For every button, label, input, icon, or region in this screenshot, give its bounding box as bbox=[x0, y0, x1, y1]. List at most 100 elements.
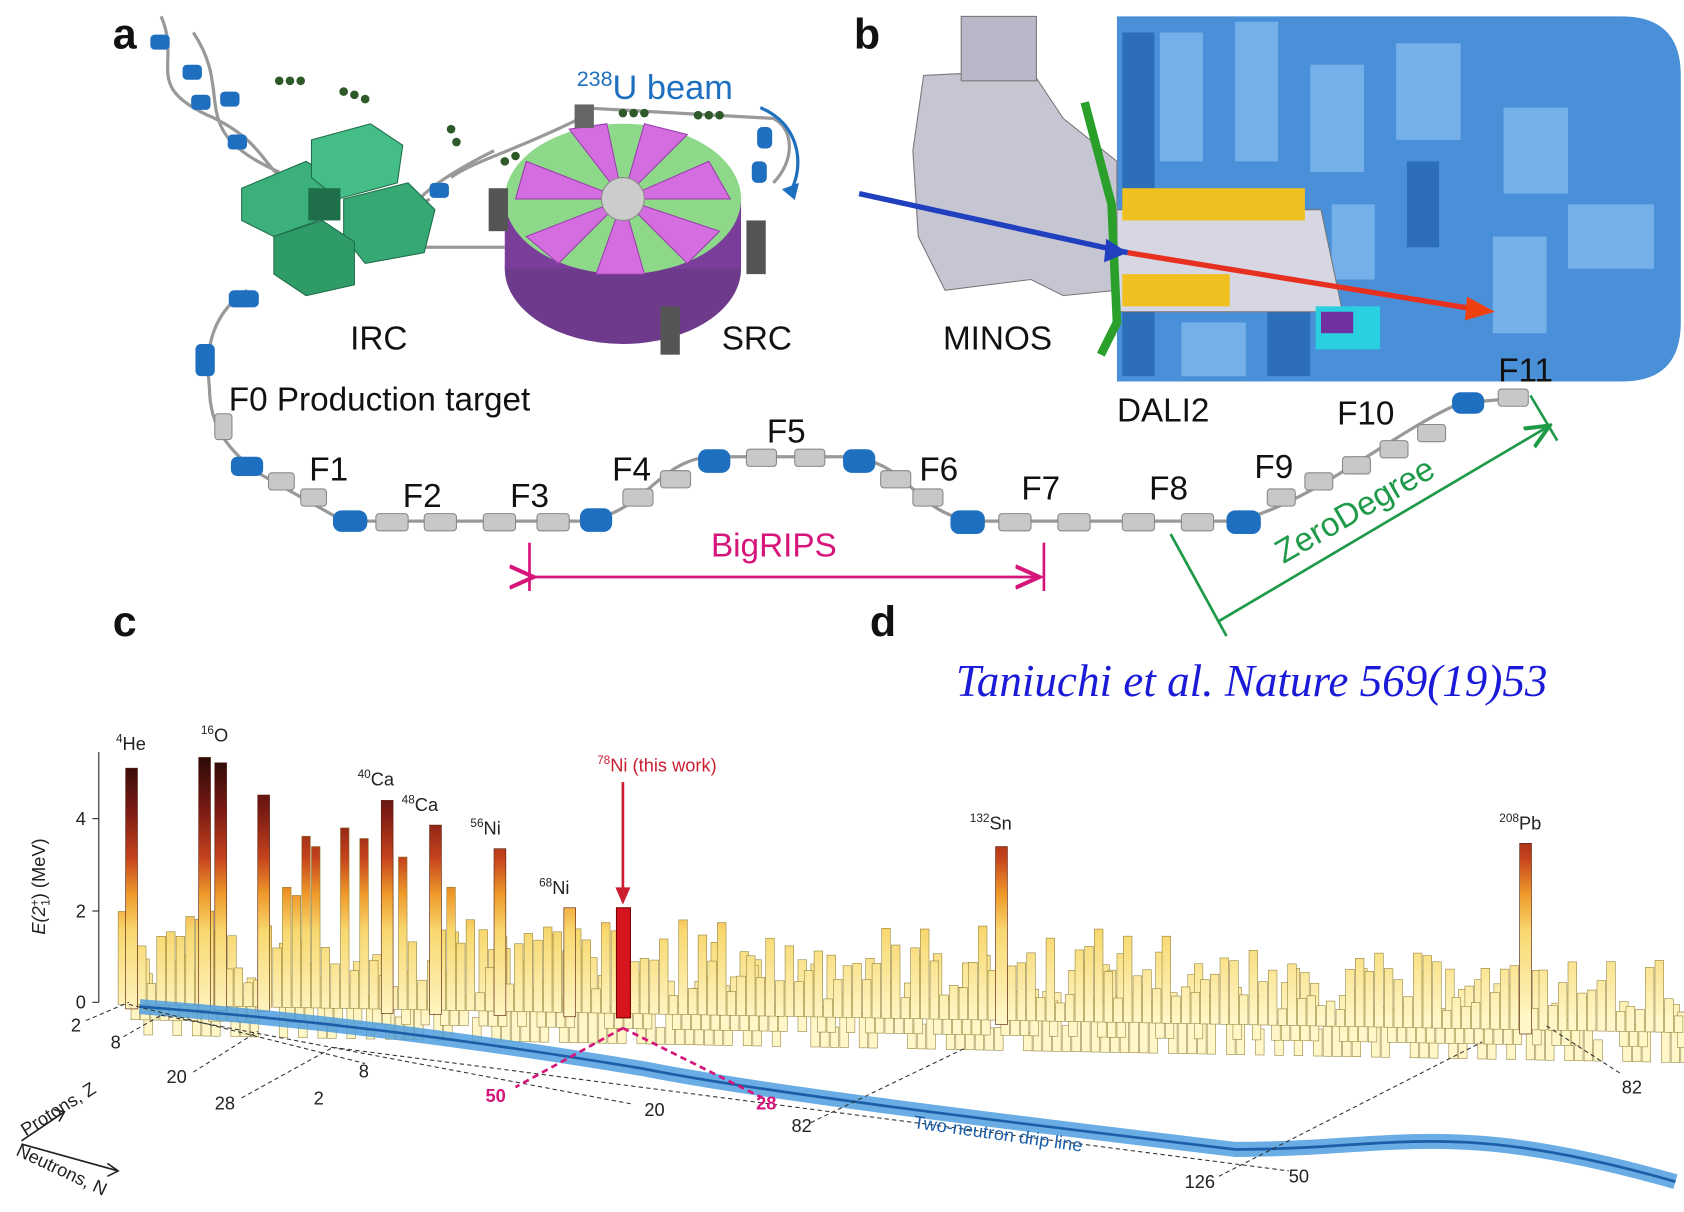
bar bbox=[659, 939, 668, 1014]
bar bbox=[543, 927, 552, 1012]
bar bbox=[1539, 970, 1548, 1030]
axis-number: 2 bbox=[71, 1014, 81, 1035]
bar bbox=[381, 800, 393, 1013]
bar bbox=[1075, 950, 1084, 1022]
bar bbox=[891, 945, 900, 1018]
bar bbox=[1123, 936, 1132, 1022]
bar bbox=[1220, 958, 1229, 1024]
bar bbox=[1471, 1003, 1480, 1029]
bar bbox=[727, 992, 736, 1016]
focal-plane-label: F11 bbox=[1498, 353, 1553, 390]
superscript: 238 bbox=[577, 67, 613, 91]
focal-plane-label: F5 bbox=[767, 414, 806, 451]
bar bbox=[843, 966, 852, 1018]
nucleus-text: Ca bbox=[371, 768, 395, 789]
bar bbox=[1056, 1003, 1065, 1021]
bar bbox=[1046, 938, 1055, 1021]
bar bbox=[1355, 958, 1364, 1026]
bar bbox=[292, 895, 301, 1007]
bar bbox=[1510, 966, 1519, 1030]
superscript: 132 bbox=[970, 811, 990, 825]
nucleus-text: Ni bbox=[484, 818, 501, 839]
bar bbox=[1317, 1006, 1326, 1026]
nucleus-text: O bbox=[214, 724, 228, 745]
bar bbox=[833, 979, 842, 1017]
bar bbox=[1268, 970, 1277, 1025]
bar bbox=[456, 943, 465, 1010]
axis-number: 126 bbox=[1185, 1171, 1215, 1192]
bar bbox=[1065, 994, 1074, 1021]
bar bbox=[418, 980, 427, 1010]
focal-plane-label: F4 bbox=[612, 451, 651, 488]
bar bbox=[564, 908, 576, 1017]
bar bbox=[1616, 1011, 1625, 1031]
bar bbox=[872, 963, 881, 1018]
bar bbox=[717, 923, 726, 1016]
beam-text: U beam bbox=[613, 69, 733, 107]
bar bbox=[1578, 993, 1587, 1031]
bar bbox=[1239, 995, 1248, 1025]
axis-number: 8 bbox=[359, 1060, 369, 1081]
bar bbox=[1442, 1010, 1451, 1028]
bar bbox=[1558, 983, 1567, 1031]
bar bbox=[901, 998, 910, 1019]
bar bbox=[302, 836, 311, 1008]
panel-label: b bbox=[854, 11, 880, 59]
superscript: 208 bbox=[1499, 811, 1519, 825]
focal-plane-label: F6 bbox=[919, 451, 958, 488]
nucleus-text: He bbox=[123, 733, 146, 754]
bar bbox=[679, 920, 688, 1015]
nucleus-text: Ni (this work) bbox=[610, 754, 716, 775]
bar bbox=[1181, 987, 1190, 1024]
focal-plane-label: F10 bbox=[1337, 395, 1394, 432]
focal-plane-label: F3 bbox=[510, 478, 549, 515]
bar bbox=[1674, 1016, 1683, 1033]
protons-label: Protons, Z bbox=[17, 1078, 100, 1140]
bar bbox=[1162, 936, 1171, 1023]
bar bbox=[137, 946, 146, 1005]
nucleus-text: Ni bbox=[552, 877, 569, 898]
nucleus-label: 40Ca bbox=[358, 767, 395, 790]
bar bbox=[969, 962, 978, 1019]
nucleus-label: 132Sn bbox=[970, 811, 1012, 834]
axis-number: 50 bbox=[485, 1085, 505, 1106]
bar bbox=[911, 948, 920, 1019]
bar bbox=[234, 968, 243, 1007]
bar bbox=[940, 995, 949, 1019]
bar bbox=[1587, 990, 1596, 1031]
bar bbox=[1655, 960, 1664, 1032]
bar bbox=[1114, 998, 1123, 1022]
arrow-head bbox=[615, 887, 630, 904]
bar bbox=[862, 980, 871, 1018]
bar bbox=[534, 940, 543, 1012]
bar bbox=[350, 971, 359, 1009]
bar bbox=[1452, 998, 1461, 1029]
citation: Taniuchi et al. Nature 569(19)53 bbox=[956, 656, 1548, 706]
bar bbox=[514, 944, 523, 1012]
bar bbox=[1027, 953, 1036, 1021]
bar bbox=[1375, 953, 1384, 1027]
bar bbox=[311, 847, 320, 1008]
superscript: 56 bbox=[470, 816, 484, 830]
arrow-head bbox=[782, 183, 799, 200]
bar bbox=[1336, 1010, 1345, 1027]
bar bbox=[126, 768, 138, 1009]
nucleus-text: Pb bbox=[1519, 812, 1541, 833]
panel-label: c bbox=[113, 598, 137, 646]
bar bbox=[1152, 989, 1161, 1023]
superscript: 40 bbox=[358, 767, 372, 781]
bar bbox=[582, 940, 591, 1013]
bar bbox=[1104, 971, 1113, 1022]
bar bbox=[447, 887, 456, 1010]
bar bbox=[1481, 968, 1490, 1029]
bar bbox=[282, 887, 291, 1007]
subscript: 1 bbox=[38, 899, 52, 906]
bar bbox=[708, 961, 717, 1015]
bar bbox=[1404, 997, 1413, 1028]
bar bbox=[360, 838, 369, 1008]
bar bbox=[1626, 1006, 1635, 1031]
focal-plane-label: F8 bbox=[1149, 471, 1188, 508]
bar bbox=[1259, 982, 1268, 1025]
bar bbox=[1191, 992, 1200, 1023]
bar bbox=[650, 960, 659, 1014]
